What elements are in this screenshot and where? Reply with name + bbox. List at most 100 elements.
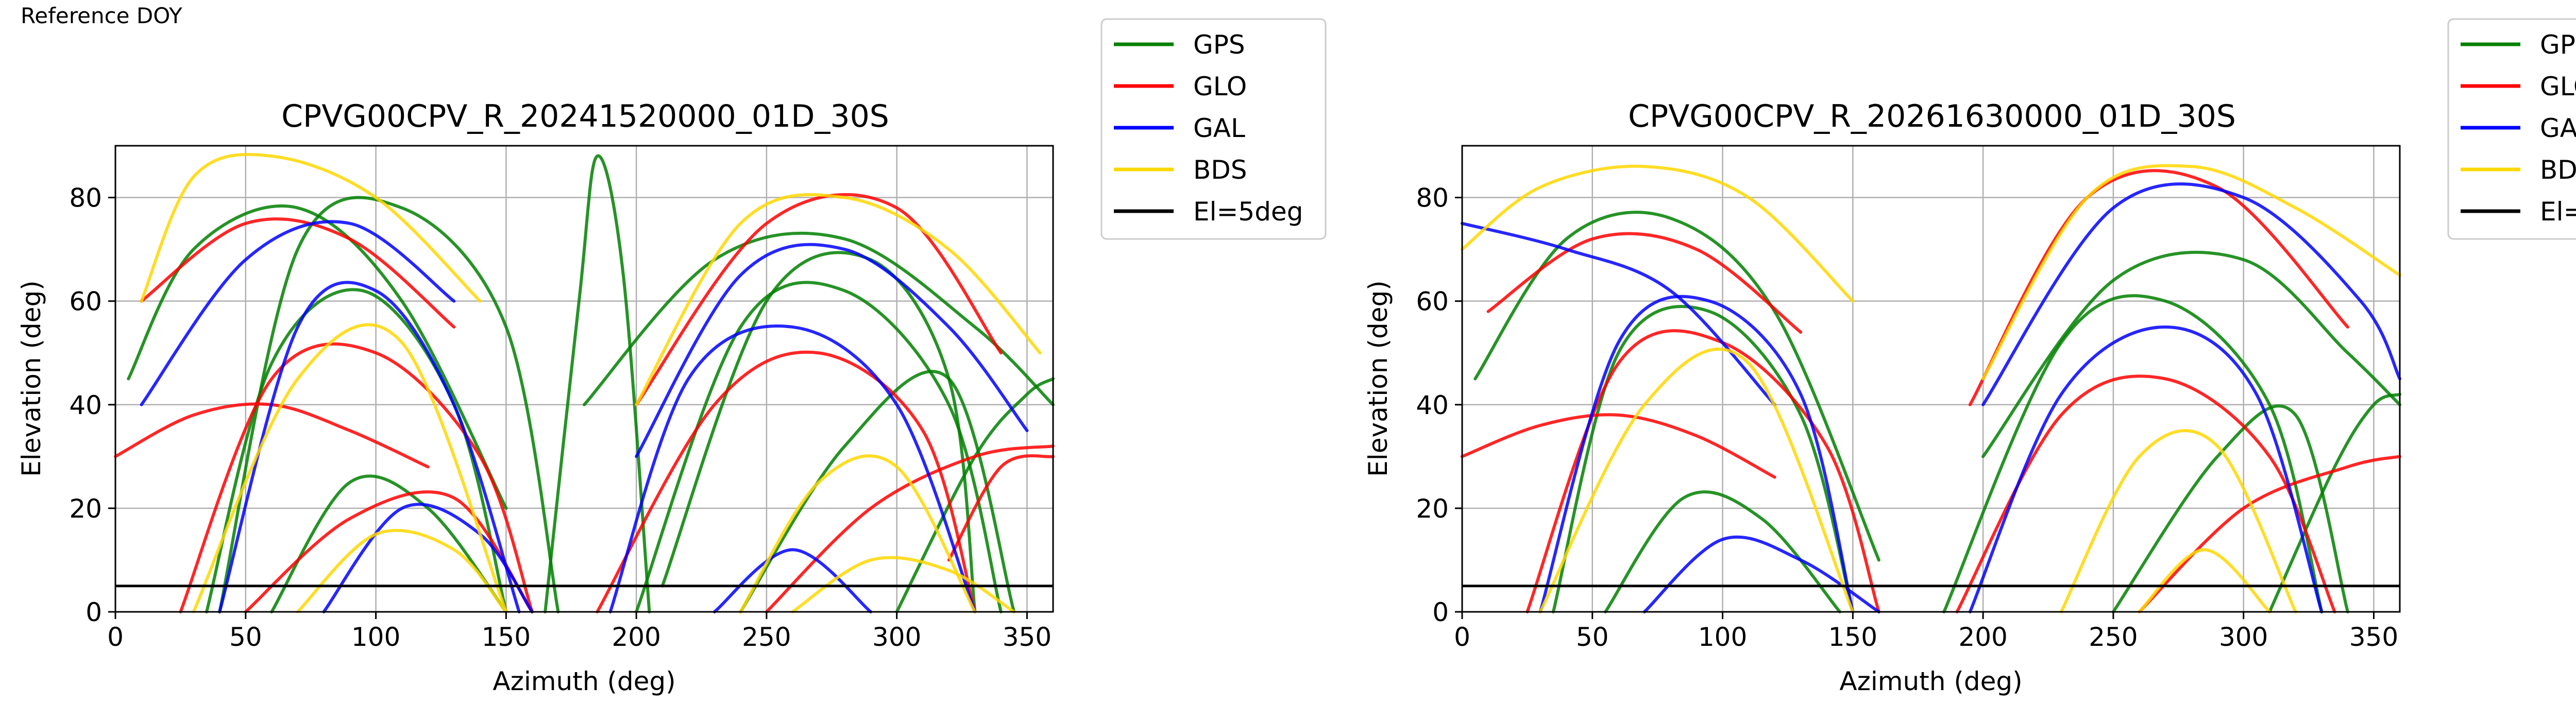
legend-label: El=5deg <box>2540 197 2576 227</box>
y-tick-label: 20 <box>69 494 102 524</box>
gal-satellite-track <box>1461 221 1776 406</box>
bds-satellite-track <box>739 454 977 613</box>
legend-label: GLO <box>1193 72 1247 101</box>
gal-satellite-track <box>635 243 1029 458</box>
chart-title: CPVG00CPV_R_20261630000_01D_30S <box>1628 98 2236 134</box>
gps-satellite-track <box>1981 250 2401 458</box>
x-tick-label: 100 <box>1698 622 1747 652</box>
x-tick-label: 150 <box>1828 622 1877 652</box>
gal-satellite-track <box>608 324 977 613</box>
glo-satellite-track <box>1968 169 2349 406</box>
y-tick-label: 40 <box>1416 390 1449 420</box>
y-tick-label: 40 <box>69 390 102 420</box>
plot-area <box>1461 145 2401 613</box>
x-axis-label: Azimuth (deg) <box>1839 666 2022 696</box>
glo-satellite-track <box>596 350 977 613</box>
axis-ticks: 0 50 100 150 200 250 300 350 0 20 40 60 80 <box>1416 183 2398 652</box>
glo-satellite-track <box>2138 455 2401 613</box>
x-tick-label: 300 <box>2219 622 2268 652</box>
bds-satellite-track <box>2059 429 2297 613</box>
x-axis-label: Azimuth (deg) <box>493 666 675 696</box>
gps-satellite-track <box>1551 304 1855 613</box>
gps-satellite-track <box>895 377 1055 613</box>
y-tick-label: 80 <box>1416 183 1449 213</box>
y-tick-label: 0 <box>86 597 102 627</box>
gal-satellite-track <box>1981 182 2401 406</box>
y-axis-label: Elevation (deg) <box>16 280 46 476</box>
x-tick-label: 200 <box>612 622 660 652</box>
glo-satellite-track <box>140 217 456 329</box>
gps-satellite-track <box>1473 211 1880 562</box>
satellite-tracks <box>1461 164 2401 613</box>
x-tick-label: 350 <box>1003 622 1052 652</box>
glo-satellite-track <box>1461 413 1776 479</box>
legend: GPS GLO GAL BDS El=5deg <box>1100 18 1327 240</box>
gps-satellite-track <box>1942 294 2324 613</box>
legend-label: BDS <box>2540 155 2576 185</box>
gal-satellite-track <box>218 281 521 613</box>
x-tick-label: 50 <box>229 622 262 652</box>
gps-satellite-track <box>2111 404 2349 613</box>
x-tick-label: 100 <box>351 622 400 652</box>
gal-satellite-track <box>1538 295 1855 613</box>
legend-label: El=5deg <box>1193 197 1303 227</box>
bds-satellite-track <box>192 323 508 613</box>
glo-satellite-track <box>947 454 1055 562</box>
gps-satellite-track <box>205 288 508 613</box>
y-tick-label: 80 <box>69 183 102 213</box>
x-tick-label: 250 <box>2089 622 2138 652</box>
gps-satellite-track <box>218 196 560 613</box>
chart-title: CPVG00CPV_R_20241520000_01D_30S <box>281 98 889 134</box>
gps-satellite-track <box>635 281 1003 613</box>
legend: GPS GLO GAL BDS El=5deg <box>2447 18 2576 240</box>
gps-satellite-track <box>270 474 508 613</box>
glo-satellite-track <box>244 490 534 613</box>
gps-satellite-track <box>127 204 508 510</box>
bds-satellite-track <box>1538 347 1855 613</box>
bds-satellite-track <box>1981 164 2401 381</box>
glo-satellite-track <box>179 342 534 613</box>
gal-satellite-track <box>713 548 873 613</box>
x-tick-label: 50 <box>1576 622 1609 652</box>
legend-label: GAL <box>2540 113 2576 143</box>
plot-frame <box>1461 145 2401 613</box>
x-tick-label: 0 <box>107 622 124 652</box>
x-tick-label: 250 <box>742 622 791 652</box>
y-tick-label: 20 <box>1416 494 1449 524</box>
legend-frame <box>1100 18 1327 240</box>
bds-satellite-track <box>635 193 1042 406</box>
legend-label: GAL <box>1193 113 1245 143</box>
x-tick-label: 0 <box>1454 622 1470 652</box>
gps-satellite-track <box>544 154 651 613</box>
legend-label: GLO <box>2540 72 2576 101</box>
legend-label: GPS <box>2540 30 2576 60</box>
gps-satellite-track <box>1604 490 1842 613</box>
x-tick-label: 350 <box>2349 622 2398 652</box>
y-axis-label: Elevation (deg) <box>1363 280 1393 476</box>
plot-frame <box>114 145 1054 613</box>
legend-label: BDS <box>1193 155 1247 185</box>
y-tick-label: 60 <box>1416 287 1449 317</box>
y-tick-label: 60 <box>69 287 102 317</box>
bds-satellite-track <box>140 152 482 303</box>
chart-right: CPVG00CPV_R_20261630000_01D_30S 0 50 100 15… <box>1363 18 2576 696</box>
bds-satellite-track <box>296 528 508 613</box>
gps-satellite-track <box>739 370 1016 613</box>
plot-area <box>114 145 1055 613</box>
reference-doy-label: Reference DOY <box>21 3 182 28</box>
bds-satellite-track <box>2138 548 2272 613</box>
y-tick-label: 0 <box>1432 597 1449 627</box>
gal-satellite-track <box>322 503 534 613</box>
bds-satellite-track <box>1461 164 1855 303</box>
x-tick-label: 200 <box>1958 622 2007 652</box>
gps-satellite-track <box>2268 392 2401 613</box>
x-tick-label: 300 <box>872 622 921 652</box>
glo-satellite-track <box>1486 232 1803 334</box>
chart-left: CPVG00CPV_R_20241520000_01D_30S 0 50 100 15… <box>16 18 1327 696</box>
gal-satellite-track <box>1968 325 2324 613</box>
legend-label: GPS <box>1193 30 1245 60</box>
axis-ticks: 0 50 100 150 200 250 300 350 0 20 40 60 80 <box>69 183 1052 652</box>
satellite-tracks <box>114 152 1055 613</box>
gal-satellite-track <box>140 220 456 406</box>
x-tick-label: 150 <box>482 622 531 652</box>
